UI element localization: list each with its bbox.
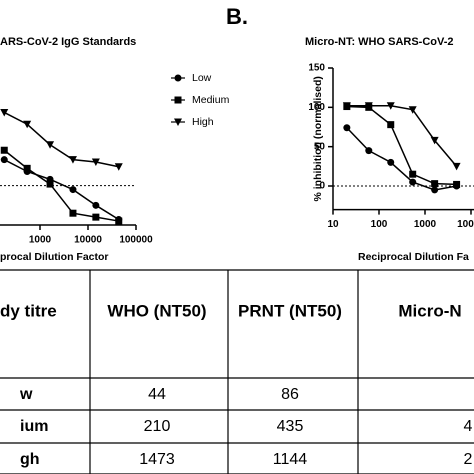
y-tick-label: 150 [308,63,325,74]
panel-label: B. [226,4,248,29]
point [114,163,123,171]
table-header: dy titre [0,301,57,320]
table-cell: 1144 [273,451,308,468]
x-axis-label: Reciprocal Dilution Fa [358,251,469,263]
point [92,213,100,221]
x-axis-label: procal Dilution Factor [0,251,109,263]
table-cell: 435 [277,418,304,435]
series-line [346,127,457,191]
point [431,180,439,188]
point [364,102,373,110]
series-line [346,105,457,186]
table-header: PRNT (NT50) [238,301,342,320]
point [409,170,417,178]
point [342,102,351,110]
table-cell: 44 [148,386,166,403]
table-cell: 4 [464,418,473,435]
legend-label: Low [192,72,212,84]
x-tick-label: 10000 [457,219,474,230]
table-cell: 210 [144,418,171,435]
point [0,156,8,164]
point [23,164,31,172]
point [69,209,77,217]
point [387,121,395,129]
point [431,186,439,194]
table-cell: w [19,386,33,403]
point [68,156,77,164]
series-line [3,159,120,221]
legend-label: High [192,116,214,128]
x-tick-label: 10 [327,219,339,230]
x-tick-label: 100000 [119,235,153,246]
point [387,158,395,166]
point [115,217,123,225]
x-tick-label: 100 [371,219,388,230]
point [343,124,351,132]
legend-marker [174,118,182,126]
point [0,146,8,154]
series-line [3,149,119,222]
point [46,180,54,188]
table-cell: 2 [464,451,473,468]
y-axis-label: % inhibition (normalised) [312,76,324,201]
legend-marker [174,96,182,104]
point [365,147,373,155]
table-cell: 1473 [139,451,175,468]
point [91,158,100,167]
point [408,106,417,114]
y-tick-label: 0 [319,181,325,192]
chart-title: ARS-CoV-2 IgG Standards [0,36,136,48]
point [0,108,9,117]
point [430,136,439,145]
legend-marker [174,74,182,82]
table-header: WHO (NT50) [107,301,206,320]
table-cell: 86 [281,386,299,403]
x-tick-label: 10000 [74,235,102,246]
point [409,178,417,186]
table-header: Micro-N [398,301,461,320]
point [92,201,100,209]
series-line [3,111,119,168]
point [69,186,77,194]
point [46,141,55,149]
x-tick-label: 1000 [29,235,52,246]
x-tick-label: 1000 [414,219,437,230]
chart-title: Micro-NT: WHO SARS-CoV-2 [305,36,454,48]
legend-label: Medium [192,94,230,106]
series-line [346,105,458,167]
point [452,162,461,171]
y-tick-label: 50 [314,141,326,152]
y-tick-label: 100 [308,102,325,113]
table-cell: ium [20,418,48,435]
point [386,102,395,110]
point [23,120,32,129]
table-cell: gh [20,451,40,468]
point [453,180,461,188]
